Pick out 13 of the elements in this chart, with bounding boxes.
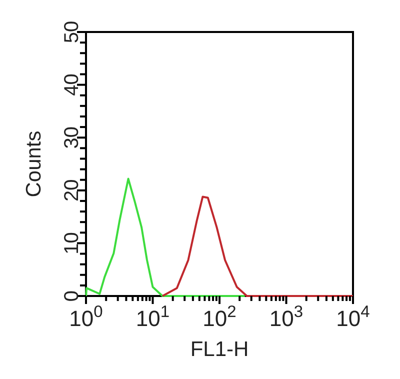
x-tick-label: 10$^{0}$ xyxy=(69,303,103,331)
x-axis-title: FL1-H xyxy=(190,338,249,361)
y-tick-label: 0 xyxy=(61,290,83,302)
x-tick-label: 10$^{3}$ xyxy=(269,303,304,331)
x-tick-label: 10$^{2}$ xyxy=(202,303,236,331)
y-tick-label: 30 xyxy=(61,126,83,149)
y-tick-label: 50 xyxy=(61,20,83,44)
y-tick-label: 10 xyxy=(61,232,83,254)
y-tick-label: 20 xyxy=(61,179,83,202)
y-tick-label: 40 xyxy=(61,74,83,96)
y-axis-title: Counts xyxy=(22,130,46,198)
x-tick-label: 10$^{4}$ xyxy=(336,303,370,331)
x-tick-label: 10$^{1}$ xyxy=(136,303,170,331)
